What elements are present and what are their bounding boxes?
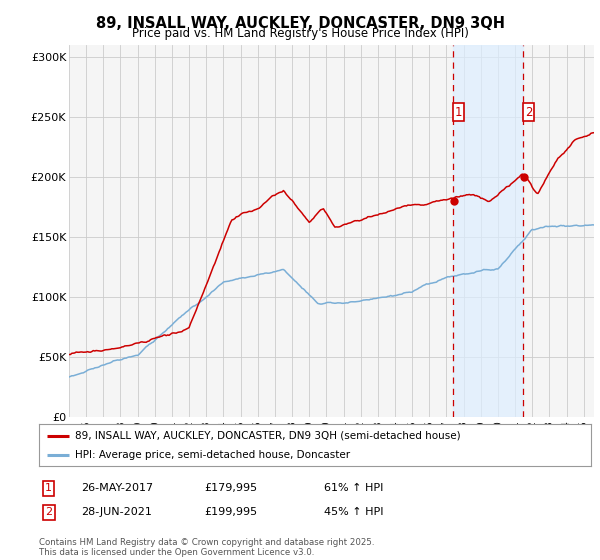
Text: 1: 1 (455, 106, 462, 119)
Text: 2: 2 (525, 106, 532, 119)
Text: Price paid vs. HM Land Registry's House Price Index (HPI): Price paid vs. HM Land Registry's House … (131, 27, 469, 40)
Text: 61% ↑ HPI: 61% ↑ HPI (324, 483, 383, 493)
Text: 26-MAY-2017: 26-MAY-2017 (81, 483, 153, 493)
Text: 89, INSALL WAY, AUCKLEY, DONCASTER, DN9 3QH: 89, INSALL WAY, AUCKLEY, DONCASTER, DN9 … (95, 16, 505, 31)
Text: £179,995: £179,995 (204, 483, 257, 493)
Text: 28-JUN-2021: 28-JUN-2021 (81, 507, 152, 517)
Text: 1: 1 (45, 483, 52, 493)
Text: 89, INSALL WAY, AUCKLEY, DONCASTER, DN9 3QH (semi-detached house): 89, INSALL WAY, AUCKLEY, DONCASTER, DN9 … (75, 431, 461, 441)
Text: £199,995: £199,995 (204, 507, 257, 517)
Text: Contains HM Land Registry data © Crown copyright and database right 2025.
This d: Contains HM Land Registry data © Crown c… (39, 538, 374, 557)
Text: 2: 2 (45, 507, 52, 517)
Text: 45% ↑ HPI: 45% ↑ HPI (324, 507, 383, 517)
Text: HPI: Average price, semi-detached house, Doncaster: HPI: Average price, semi-detached house,… (75, 450, 350, 460)
Bar (454, 45, 523, 417)
